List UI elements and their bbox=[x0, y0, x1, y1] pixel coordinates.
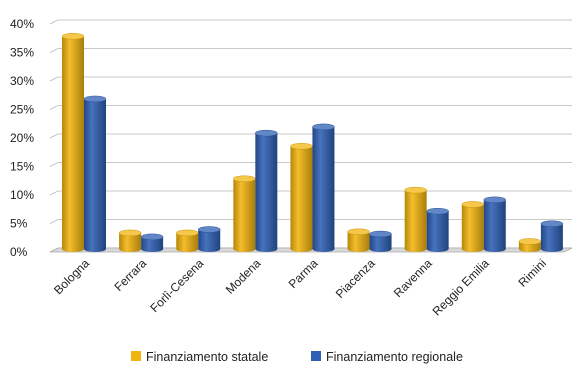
bar bbox=[312, 123, 335, 252]
bar bbox=[540, 220, 564, 252]
legend-swatch bbox=[131, 351, 141, 361]
bar bbox=[518, 238, 542, 252]
y-tick-label: 35% bbox=[10, 46, 34, 60]
bar bbox=[290, 143, 313, 252]
y-axis-ticks: 0% 5% 10% 15% 20% 25% 30% 35% 40% bbox=[10, 17, 34, 259]
legend: Finanziamento statale Finanziamento regio… bbox=[131, 350, 463, 364]
bar bbox=[483, 196, 507, 252]
y-tick-label: 20% bbox=[10, 131, 34, 145]
gridline bbox=[49, 19, 572, 25]
bar bbox=[404, 186, 427, 252]
legend-item: Finanziamento regionale bbox=[311, 350, 463, 364]
legend-item: Finanziamento statale bbox=[131, 350, 268, 364]
x-tick-label: Modena bbox=[223, 256, 264, 297]
legend-label: Finanziamento regionale bbox=[326, 350, 463, 364]
x-tick-label: Reggio Emilia bbox=[430, 256, 492, 318]
gridline bbox=[49, 162, 572, 167]
gridline bbox=[49, 105, 572, 110]
bar bbox=[461, 201, 485, 252]
bar bbox=[118, 229, 142, 252]
gridline bbox=[49, 76, 572, 82]
bar bbox=[233, 175, 256, 252]
x-tick-label: Bologna bbox=[51, 256, 92, 297]
x-tick-label: Ferrara bbox=[112, 256, 150, 294]
x-tick-label: Ravenna bbox=[391, 256, 435, 300]
y-tick-label: 15% bbox=[10, 160, 34, 174]
bars bbox=[61, 33, 564, 253]
legend-label: Finanziamento statale bbox=[146, 350, 268, 364]
bar bbox=[197, 226, 221, 252]
bar bbox=[83, 95, 107, 252]
gridline bbox=[49, 48, 572, 53]
bar bbox=[61, 33, 85, 252]
gridline bbox=[49, 219, 572, 224]
x-tick-label: Parma bbox=[286, 256, 321, 291]
legend-swatch bbox=[311, 351, 321, 361]
y-tick-label: 5% bbox=[10, 217, 28, 231]
y-tick-label: 0% bbox=[10, 245, 28, 259]
bar bbox=[140, 233, 164, 252]
y-tick-label: 10% bbox=[10, 188, 34, 202]
gridline bbox=[49, 133, 572, 139]
x-tick-label: Rimini bbox=[516, 256, 549, 289]
bar bbox=[255, 129, 278, 253]
gridline bbox=[49, 190, 572, 196]
y-tick-label: 40% bbox=[10, 17, 34, 31]
bar bbox=[426, 207, 449, 252]
y-tick-label: 30% bbox=[10, 74, 34, 88]
y-tick-label: 25% bbox=[10, 103, 34, 117]
x-tick-label: Forlì-Cesena bbox=[147, 256, 206, 315]
bar bbox=[369, 230, 392, 252]
bar bbox=[347, 228, 370, 252]
x-tick-label: Piacenza bbox=[333, 256, 378, 301]
bar bbox=[175, 229, 199, 252]
